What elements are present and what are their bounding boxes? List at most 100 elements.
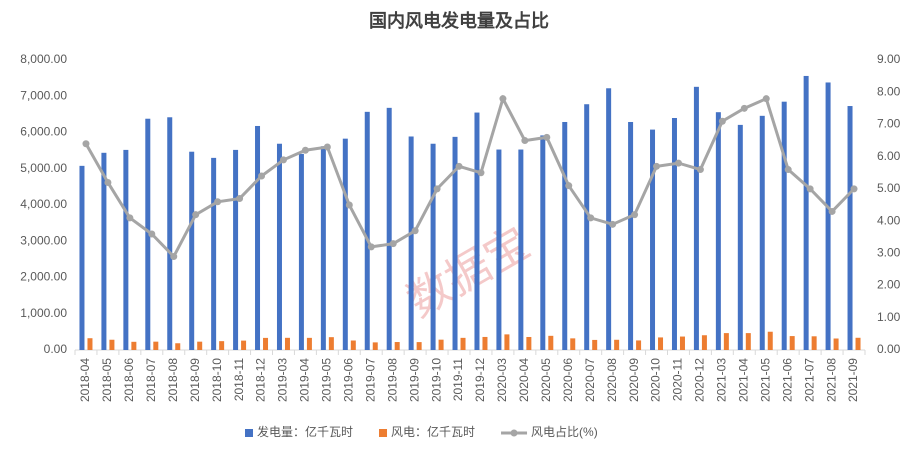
bar xyxy=(693,86,699,350)
y2-tick-label: 7.00 xyxy=(877,117,901,131)
bar xyxy=(518,149,524,350)
x-tick-label: 2019-08 xyxy=(385,358,399,402)
bar xyxy=(276,143,282,350)
line-marker xyxy=(236,195,244,203)
y-tick-label: 6,000.00 xyxy=(20,125,67,139)
line-marker xyxy=(718,117,726,125)
x-tick-label: 2019-07 xyxy=(363,358,377,402)
x-tick-label: 2019-05 xyxy=(320,358,334,402)
line-marker xyxy=(499,95,507,103)
bar xyxy=(636,340,642,350)
legend-label: 风电：亿千瓦时 xyxy=(391,424,475,439)
x-tick-label: 2018-09 xyxy=(188,358,202,402)
line-marker xyxy=(411,227,419,235)
bar xyxy=(320,146,326,350)
bar xyxy=(430,143,436,350)
y-tick-label: 2,000.00 xyxy=(20,270,67,284)
bar xyxy=(452,136,458,350)
bar xyxy=(803,75,809,350)
bar xyxy=(394,342,400,350)
x-tick-label: 2018-12 xyxy=(254,358,268,402)
y2-tick-label: 1.00 xyxy=(877,310,901,324)
line-marker xyxy=(587,214,595,222)
bar xyxy=(671,118,677,350)
bar xyxy=(350,340,356,350)
x-tick-label: 2020-11 xyxy=(671,358,685,401)
bar xyxy=(526,336,532,350)
bar xyxy=(781,101,787,350)
line-marker xyxy=(148,230,156,238)
line-marker xyxy=(455,162,463,170)
x-tick-label: 2020-03 xyxy=(495,358,509,402)
bar xyxy=(255,125,261,350)
bar xyxy=(767,331,773,350)
line-marker xyxy=(367,243,375,251)
bar xyxy=(131,341,137,350)
x-tick-label: 2021-08 xyxy=(824,358,838,402)
x-tick-label: 2019-03 xyxy=(276,358,290,402)
line-marker xyxy=(784,166,792,174)
bar xyxy=(416,342,422,350)
bar xyxy=(167,117,173,351)
bar xyxy=(562,121,568,350)
x-tick-label: 2020-12 xyxy=(693,358,707,402)
line-marker xyxy=(631,211,639,219)
bar xyxy=(628,121,634,350)
bar xyxy=(548,335,554,350)
x-tick-label: 2018-07 xyxy=(144,358,158,402)
bar xyxy=(745,333,751,350)
bar xyxy=(789,336,795,350)
bar xyxy=(233,149,239,350)
line-marker xyxy=(258,172,266,180)
line xyxy=(84,94,856,260)
bar xyxy=(263,337,269,350)
line-marker xyxy=(696,166,704,174)
line-marker xyxy=(192,211,200,219)
bar xyxy=(189,151,195,350)
bar xyxy=(328,337,334,350)
bar xyxy=(241,340,247,350)
bar xyxy=(101,152,107,350)
x-tick-label: 2018-05 xyxy=(100,358,114,402)
line-marker xyxy=(609,220,617,228)
line-marker xyxy=(126,214,134,222)
x-tick-label: 2021-03 xyxy=(715,358,729,402)
bar xyxy=(570,338,576,350)
legend-swatch xyxy=(379,429,388,437)
bar xyxy=(438,339,444,350)
bar xyxy=(109,339,115,350)
line-marker xyxy=(104,178,112,186)
y2-tick-label: 8.00 xyxy=(877,84,901,98)
y2-tick-label: 4.00 xyxy=(877,213,901,227)
bar xyxy=(197,341,203,350)
bar xyxy=(153,341,159,350)
bar xyxy=(175,343,181,350)
line-marker xyxy=(653,162,661,170)
line-marker xyxy=(762,95,770,103)
x-tick-label: 2018-11 xyxy=(232,358,246,401)
bar xyxy=(123,149,129,350)
line-marker xyxy=(828,207,836,215)
y-tick-label: 0.00 xyxy=(44,342,68,356)
bar xyxy=(408,136,414,350)
line-marker xyxy=(323,143,331,151)
y2-tick-label: 9.00 xyxy=(877,52,901,66)
bar xyxy=(364,111,370,351)
bar xyxy=(592,339,598,350)
bar xyxy=(460,337,466,350)
line-marker xyxy=(82,140,90,148)
line-marker xyxy=(389,240,397,248)
bar xyxy=(759,115,765,350)
x-tick-label: 2020-05 xyxy=(539,358,553,402)
bar xyxy=(284,337,290,350)
x-tick-label: 2020-08 xyxy=(605,358,619,402)
y-tick-label: 3,000.00 xyxy=(20,233,67,247)
bar xyxy=(584,104,590,350)
bar xyxy=(474,112,480,350)
y2-tick-label: 6.00 xyxy=(877,149,901,163)
y2-tick-label: 2.00 xyxy=(877,278,901,292)
bar xyxy=(833,338,839,350)
x-tick-label: 2021-05 xyxy=(758,358,772,402)
y-tick-label: 8,000.00 xyxy=(20,52,67,66)
legend-swatch xyxy=(245,429,253,437)
